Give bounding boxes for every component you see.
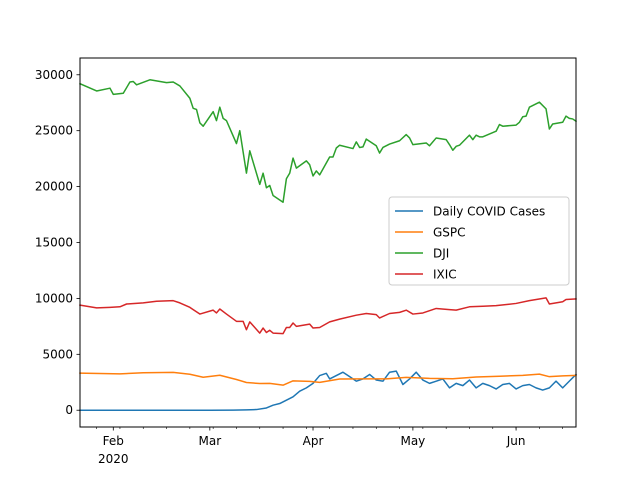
x-tick-label: Feb — [103, 434, 124, 448]
y-tick-label: 30000 — [35, 68, 73, 82]
y-tick-label: 15000 — [35, 236, 73, 250]
x-tick-label: Apr — [303, 434, 324, 448]
legend-label: GSPC — [433, 226, 466, 240]
x-tick-label: May — [400, 434, 425, 448]
x-axis: Feb 2020 Mar Apr May Jun — [96, 427, 563, 466]
x-tick-label: Mar — [199, 434, 222, 448]
y-tick-label: 20000 — [35, 180, 73, 194]
y-tick-label: 25000 — [35, 124, 73, 138]
legend-label: IXIC — [433, 268, 457, 282]
series-line-2 — [79, 79, 578, 203]
y-axis: 0 5000 10000 15000 20000 25000 30000 — [35, 68, 80, 417]
series-line-1 — [79, 371, 577, 386]
y-tick-label: 5000 — [42, 347, 73, 361]
legend-label: DJI — [433, 247, 449, 261]
series-line-3 — [79, 297, 577, 335]
legend-frame — [388, 196, 570, 286]
y-tick-label: 0 — [65, 403, 73, 417]
x-tick-sublabel: 2020 — [98, 452, 129, 466]
series-layer — [79, 79, 578, 411]
legend: Daily COVID Cases GSPC DJI IXIC — [388, 196, 570, 286]
series-line-0 — [79, 370, 578, 411]
y-tick-label: 10000 — [35, 291, 73, 305]
legend-label: Daily COVID Cases — [433, 205, 545, 219]
x-tick-label: Jun — [506, 434, 526, 448]
